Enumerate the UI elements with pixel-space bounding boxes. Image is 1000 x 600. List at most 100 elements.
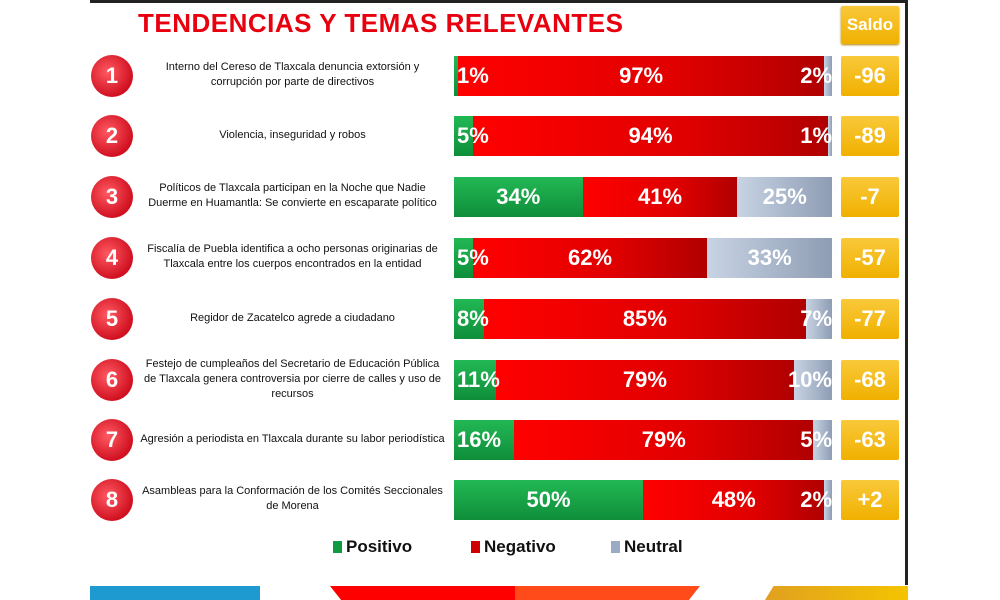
label-positivo: 1% [457, 63, 489, 88]
saldo-value: -7 [841, 177, 899, 217]
chart-row: 8 Asambleas para la Conformación de los … [0, 477, 1000, 521]
legend-negativo: Negativo [471, 537, 556, 557]
saldo-value: -89 [841, 116, 899, 156]
chart-row: 7 Agresión a periodista en Tlaxcala dura… [0, 417, 1000, 461]
bar-segment-negativo [457, 56, 825, 96]
label-neutral: 7% [800, 306, 832, 331]
chart-row: 4 Fiscalía de Puebla identifica a ocho p… [0, 235, 1000, 279]
stacked-bar [454, 480, 832, 520]
rank-badge: 3 [91, 176, 133, 218]
label-negativo: 79% [622, 367, 667, 392]
topic-label: Festejo de cumpleaños del Secretario de … [144, 357, 441, 400]
label-neutral: 10% [787, 367, 832, 392]
bar-segment-positivo [454, 299, 485, 339]
label-neutral: 2% [800, 63, 832, 88]
saldo-value: -68 [841, 360, 899, 400]
bar-segment-neutral [824, 56, 832, 96]
bar-segment-negativo [582, 177, 738, 217]
frame-right-border [905, 0, 908, 585]
label-positivo: 5% [457, 123, 489, 148]
legend-swatch-neutral [611, 541, 620, 553]
label-positivo: 11% [457, 367, 500, 392]
footer-deco-blue [90, 586, 260, 600]
bar-segment-negativo [484, 299, 806, 339]
bar-segment-neutral [828, 116, 832, 156]
footer-deco-red [330, 586, 700, 600]
stacked-bar [454, 56, 832, 96]
bar-segment-negativo [472, 116, 829, 156]
label-positivo: 5% [457, 245, 489, 270]
saldo-value: -57 [841, 238, 899, 278]
label-positivo: 16% [457, 427, 502, 452]
legend-positivo: Positivo [333, 537, 412, 557]
bar-segment-positivo [454, 56, 458, 96]
legend-swatch-positivo [333, 541, 342, 553]
label-neutral: 2% [800, 487, 832, 512]
rank-badge: 6 [91, 359, 133, 401]
bar-segment-positivo [454, 480, 643, 520]
bar-segment-neutral [813, 420, 832, 460]
bar-segment-negativo [495, 360, 795, 400]
label-negativo: 94% [628, 123, 673, 148]
bar-segment-positivo [454, 360, 496, 400]
stacked-bar [454, 116, 832, 156]
saldo-value: +2 [841, 480, 899, 520]
legend-label: Negativo [484, 537, 556, 556]
footer-deco-yellow [765, 586, 908, 600]
saldo-value: -96 [841, 56, 899, 96]
chart-row: 1 Interno del Cereso de Tlaxcala denunci… [0, 53, 1000, 97]
label-neutral: 1% [800, 123, 832, 148]
stacked-bar [454, 238, 832, 278]
topic-label: Regidor de Zacatelco agrede a ciudadano [190, 311, 395, 324]
label-positivo: 50% [526, 487, 571, 512]
stacked-bar [454, 360, 832, 400]
saldo-value: -77 [841, 299, 899, 339]
bar-segment-positivo [454, 116, 473, 156]
label-negativo: 48% [711, 487, 756, 512]
chart-row: 2 Violencia, inseguridad y robos -89 5% 94… [0, 113, 1000, 157]
legend-label: Neutral [624, 537, 683, 556]
rank-badge: 5 [91, 298, 133, 340]
bar-segment-neutral [824, 480, 832, 520]
rank-badge: 7 [91, 419, 133, 461]
label-negativo: 79% [641, 427, 686, 452]
saldo-value: -63 [841, 420, 899, 460]
topic-label: Violencia, inseguridad y robos [219, 128, 366, 141]
bar-segment-neutral [707, 238, 832, 278]
frame-top-border [90, 0, 908, 3]
chart-title: TENDENCIAS Y TEMAS RELEVANTES [138, 8, 624, 38]
label-positivo: 8% [457, 306, 489, 331]
legend-neutral: Neutral [611, 537, 683, 557]
chart-row: 3 Políticos de Tlaxcala participan en la… [0, 174, 1000, 218]
saldo-header: Saldo [841, 6, 899, 44]
rank-badge: 2 [91, 115, 133, 157]
topic-label: Agresión a periodista en Tlaxcala durant… [140, 432, 445, 445]
rank-badge: 1 [91, 55, 133, 97]
label-positivo: 34% [496, 184, 541, 209]
label-negativo: 85% [622, 306, 667, 331]
bar-segment-positivo [454, 177, 583, 217]
topic-label: Políticos de Tlaxcala participan en la N… [148, 182, 437, 209]
bar-segment-positivo [454, 238, 473, 278]
stacked-bar [454, 177, 832, 217]
topic-label: Asambleas para la Conformación de los Co… [142, 485, 443, 512]
bar-segment-positivo [454, 420, 515, 460]
legend-swatch-negativo [471, 541, 480, 553]
label-negativo: 41% [637, 184, 683, 209]
chart-row: 5 Regidor de Zacatelco agrede a ciudadan… [0, 296, 1000, 340]
stacked-bar [454, 420, 832, 460]
bar-segment-neutral [737, 177, 832, 217]
chart-row: 6 Festejo de cumpleaños del Secretario d… [0, 357, 1000, 401]
label-neutral: 33% [747, 245, 792, 270]
rank-badge: 4 [91, 237, 133, 279]
bar-segment-neutral [794, 360, 832, 400]
rank-badge: 8 [91, 479, 133, 521]
stacked-bar [454, 299, 832, 339]
label-neutral: 5% [800, 427, 832, 452]
label-negativo: 62% [568, 245, 613, 270]
bar-segment-neutral [805, 299, 832, 339]
legend-label: Positivo [346, 537, 413, 556]
label-negativo: 97% [619, 63, 664, 88]
bar-segment-negativo [472, 238, 708, 278]
bar-segment-negativo [643, 480, 825, 520]
